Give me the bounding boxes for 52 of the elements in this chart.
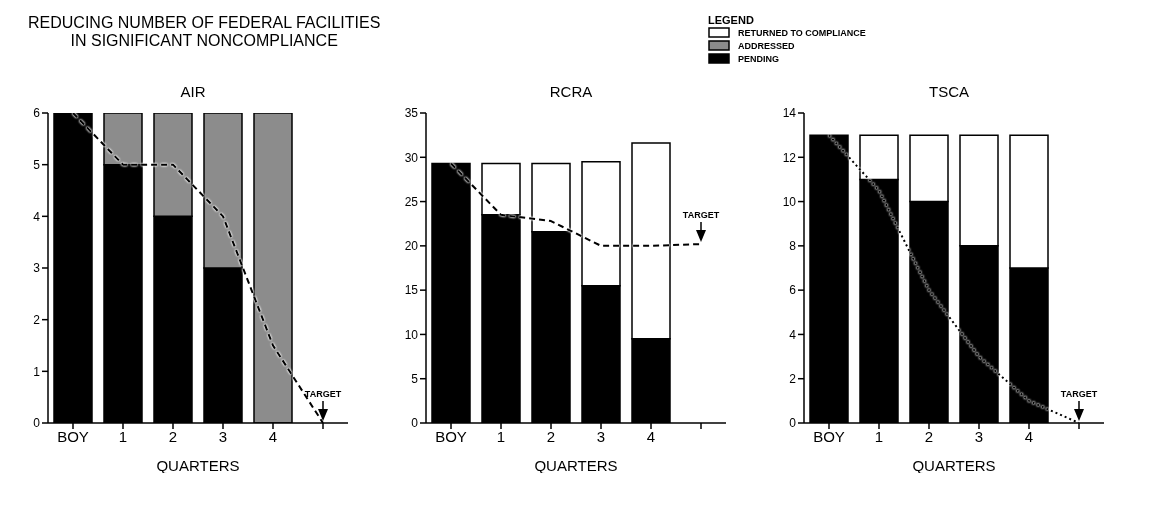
y-tick-label: 1 <box>33 364 41 379</box>
x-tick-label: 1 <box>118 427 128 445</box>
y-tick-label: 35 <box>404 106 419 121</box>
y-tick-label: 2 <box>789 371 797 386</box>
x-tick-label: 2 <box>546 427 556 445</box>
text: TARGET <box>682 210 720 221</box>
chart-subtitle: RCRA <box>548 83 594 102</box>
chart-subtitle: AIR <box>179 83 207 102</box>
series-label: TARGET <box>1060 389 1098 399</box>
y-tick-label: 6 <box>789 283 797 298</box>
x-tick-label: 1 <box>496 427 506 445</box>
legend-label: ADDRESSED <box>738 40 795 51</box>
y-tick-label: 10 <box>404 327 419 342</box>
x-tick-label: 4 <box>646 427 656 445</box>
y-tick-label: 4 <box>33 209 41 224</box>
x-tick-label: 3 <box>974 427 984 445</box>
y-tick-label: 0 <box>33 416 41 431</box>
x-tick-label: BOY <box>57 427 89 445</box>
x-axis-title: QUARTERS <box>156 457 240 474</box>
y-tick-label: 20 <box>404 239 419 254</box>
x-tick-label: 2 <box>168 427 178 445</box>
x-axis-title: QUARTERS <box>912 457 996 474</box>
x-tick-label: BOY <box>435 427 467 445</box>
x-tick-label: 4 <box>1024 427 1034 445</box>
chart-subtitle: TSCA <box>928 83 970 102</box>
series-label: TARGET <box>304 389 342 399</box>
legend-label: PENDING <box>738 53 780 64</box>
y-tick-label: 30 <box>404 150 419 165</box>
y-tick-label: 12 <box>782 150 797 165</box>
y-tick-label: 25 <box>404 194 419 209</box>
legend-title: LEGEND <box>708 14 755 26</box>
y-tick-label: 5 <box>411 371 419 386</box>
x-tick-label: BOY <box>813 427 845 445</box>
x-tick-label: 1 <box>874 427 884 445</box>
y-tick-label: 0 <box>411 416 419 431</box>
y-tick-label: 15 <box>404 283 419 298</box>
y-tick-label: 4 <box>789 327 797 342</box>
y-tick-label: 14 <box>782 106 797 121</box>
x-axis-title: QUARTERS <box>534 457 618 474</box>
y-tick-label: 0 <box>789 416 797 431</box>
y-tick-label: 5 <box>33 157 41 172</box>
y-tick-label: 2 <box>33 312 41 327</box>
x-tick-label: 3 <box>218 427 228 445</box>
x-tick-label: 3 <box>596 427 606 445</box>
y-tick-label: 8 <box>789 239 797 254</box>
x-tick-label: 4 <box>268 427 278 445</box>
y-tick-label: 3 <box>33 261 41 276</box>
legend-label: RETURNED TO COMPLIANCE <box>738 27 866 38</box>
y-tick-label: 10 <box>782 194 797 209</box>
chart-title: REDUCING NUMBER OF FEDERAL FACILITIES IN SIGNIFICANT NONCOMPLIANCE <box>28 14 381 50</box>
x-tick-label: 2 <box>924 427 934 445</box>
y-tick-label: 6 <box>33 106 41 121</box>
